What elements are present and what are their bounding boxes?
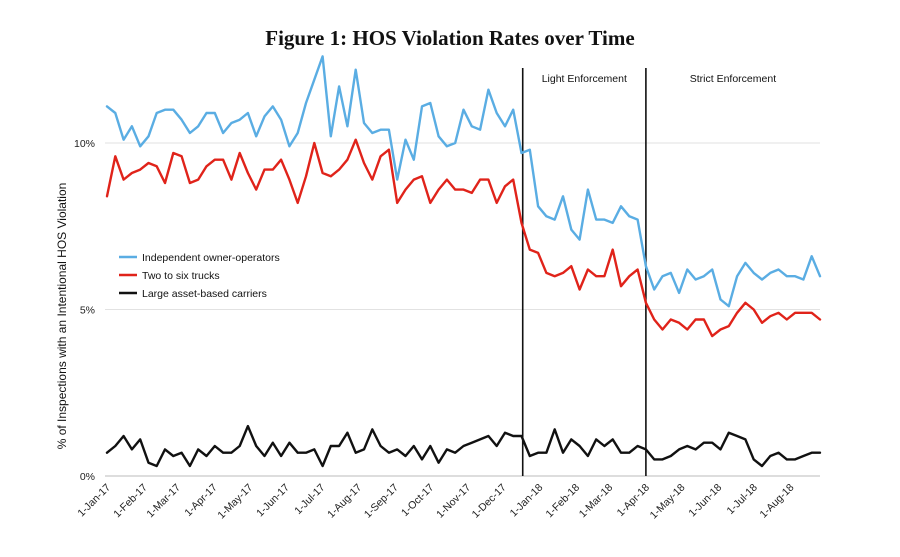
x-tick-label: 1-Aug-18 (757, 482, 796, 521)
legend: Independent owner-operators Two to six tr… (119, 252, 280, 300)
x-tick-label: 1-Feb-18 (544, 482, 583, 521)
x-tick-label: 1-Mar-17 (144, 482, 183, 521)
enforcement-label: Strict Enforcement (690, 73, 776, 85)
x-tick-label: 1-Nov-17 (434, 482, 473, 521)
x-tick-label: 1-Jun-17 (254, 482, 292, 520)
x-tick-label: 1-Apr-18 (615, 482, 652, 519)
enforcement-dividers (521, 68, 647, 476)
x-tick-label: 1-May-17 (215, 482, 255, 522)
enforcement-label: Light Enforcement (542, 73, 627, 85)
x-tick-label: 1-Aug-17 (325, 482, 364, 521)
x-tick-label: 1-Jul-17 (292, 482, 327, 517)
x-tick-label: 1-Jun-18 (686, 482, 724, 520)
x-tick-label: 1-Sep-17 (362, 482, 401, 521)
legend-label: Two to six trucks (142, 270, 220, 282)
gridlines (105, 142, 820, 477)
y-tick-label: 10% (74, 138, 95, 150)
series-lines (105, 55, 822, 468)
x-tick-label: 1-Mar-18 (577, 482, 616, 521)
y-tick-label: 0% (80, 471, 95, 483)
series-line-large-asset-based-carriers (105, 424, 822, 468)
y-axis-label: % of Inspections with an Intentional HOS… (55, 183, 69, 450)
x-tick-label: 1-Jul-18 (725, 482, 760, 517)
enforcement-labels: Light Enforcement Strict Enforcement (542, 73, 777, 85)
y-axis-ticks: 0% 5% 10% (74, 138, 95, 483)
x-tick-label: 1-Dec-17 (470, 482, 509, 521)
x-axis-ticks: 1-Jan-171-Feb-171-Mar-17 1-Apr-171-May-17… (75, 482, 796, 522)
x-tick-label: 1-Jan-17 (75, 482, 113, 520)
series-line-independent-owner-operators (105, 55, 822, 308)
x-tick-label: 1-Apr-17 (182, 482, 219, 519)
x-tick-label: 1-Jan-18 (508, 482, 546, 520)
x-tick-label: 1-Feb-17 (111, 482, 150, 521)
chart-title: Figure 1: HOS Violation Rates over Time (265, 26, 635, 50)
legend-label: Independent owner-operators (142, 252, 280, 264)
y-tick-label: 5% (80, 305, 95, 317)
legend-label: Large asset-based carriers (142, 288, 267, 300)
x-tick-label: 1-Oct-17 (399, 482, 436, 519)
x-tick-label: 1-May-18 (648, 482, 688, 522)
series-line-two-to-six-trucks (105, 138, 822, 338)
